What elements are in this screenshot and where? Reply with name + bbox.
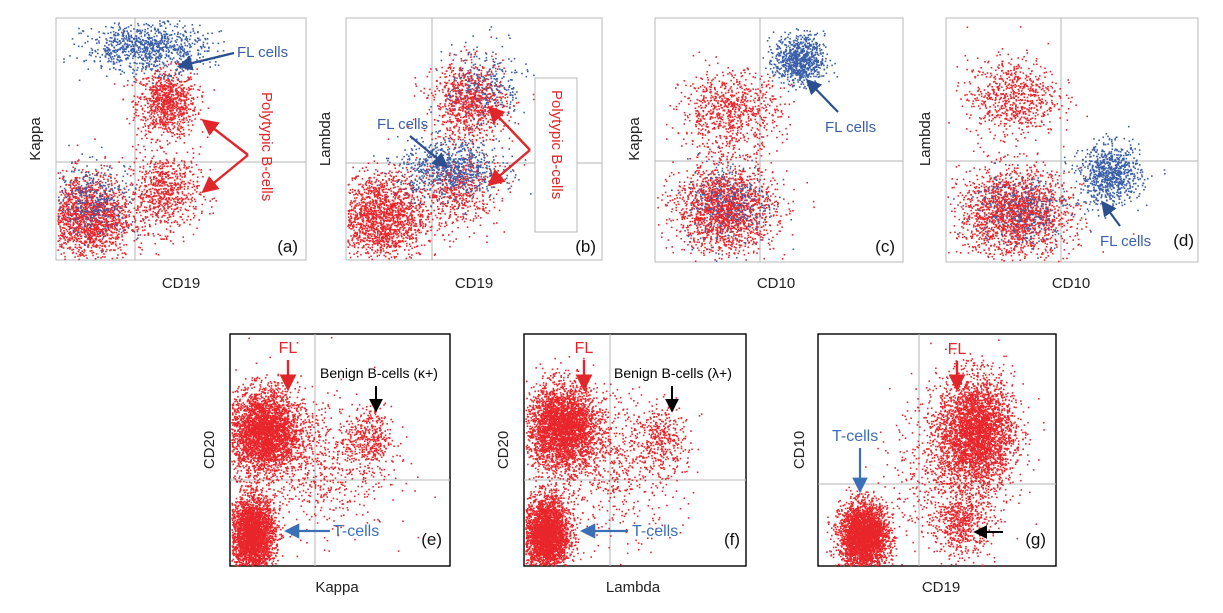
annotation-fl-cells: FL cells: [1100, 233, 1151, 250]
panel-g: CD19 CD10 (g) FL T-cells: [791, 334, 1056, 596]
annotation-benign-b-cells: Benign B-cells (κ+): [320, 365, 438, 381]
panel-label: (e): [421, 530, 442, 549]
x-axis-label: CD19: [922, 579, 960, 596]
y-axis-label: Kappa: [626, 117, 643, 161]
panel-d: CD10 Lambda (d) FL cells: [917, 18, 1198, 292]
y-axis-label: Kappa: [27, 117, 44, 161]
panel-a: CD19 Kappa (a) FL cells Polytypic B-cell…: [27, 18, 306, 292]
annotation-t-cells: T-cells: [832, 428, 878, 445]
panel-e: Kappa CD20 (e) FL Benign B-cells (κ+) T-…: [201, 334, 450, 596]
annotation-fl: FL: [948, 341, 967, 358]
panel-c: CD10 Kappa (c) FL cells: [626, 18, 903, 292]
y-axis-label: CD10: [791, 431, 808, 469]
panel-label: (c): [875, 237, 895, 256]
x-axis-label: Kappa: [315, 579, 359, 596]
annotation-fl: FL: [279, 340, 298, 357]
annotation-fl: FL: [575, 340, 594, 357]
annotation-t-cells: T-cells: [333, 523, 379, 540]
panel-label: (a): [277, 237, 298, 256]
y-axis-label: CD20: [201, 431, 218, 469]
x-axis-label: Lambda: [606, 579, 661, 596]
annotation-benign-b-cells: Benign B-cells (λ+): [614, 365, 732, 381]
x-axis-label: CD10: [757, 275, 795, 292]
annotation-polytypic-b-cells: Polytypic B-cells: [258, 92, 275, 201]
x-axis-label: CD19: [455, 275, 493, 292]
annotation-polytypic-b-cells: Polytypic B-cells: [548, 90, 565, 199]
annotation-fl-cells: FL cells: [377, 116, 428, 133]
y-axis-label: Lambda: [317, 111, 334, 166]
panel-label: (b): [575, 237, 596, 256]
panel-label: (f): [724, 530, 740, 549]
y-axis-label: Lambda: [917, 111, 934, 166]
x-axis-label: CD10: [1052, 275, 1090, 292]
figure-canvas: CD19 Kappa (a) FL cells Polytypic B-cell…: [0, 0, 1223, 613]
annotation-fl-cells: FL cells: [825, 119, 876, 136]
y-axis-label: CD20: [495, 431, 512, 469]
panel-b: CD19 Lambda (b) FL cells Polytypic B-cel…: [317, 18, 602, 292]
annotation-fl-cells: FL cells: [237, 44, 288, 61]
panel-f: Lambda CD20 (f) FL Benign B-cells (λ+) T…: [495, 334, 746, 596]
panel-label: (d): [1173, 231, 1194, 250]
panel-label: (g): [1025, 530, 1046, 549]
annotation-t-cells: T-cells: [632, 523, 678, 540]
x-axis-label: CD19: [162, 275, 200, 292]
